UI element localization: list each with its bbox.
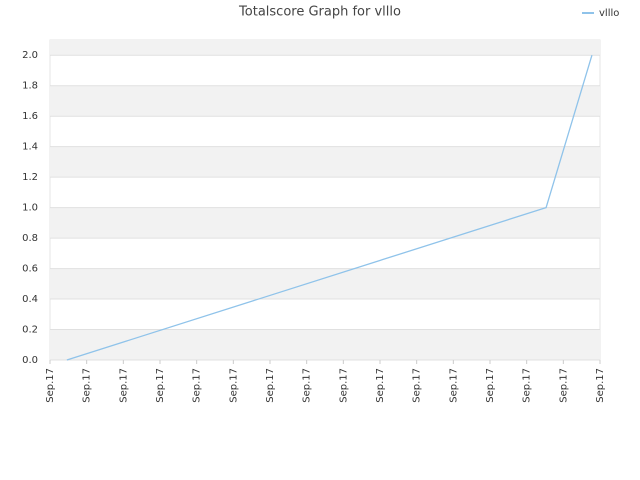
- y-tick-label: 0.6: [22, 264, 38, 275]
- x-tick-label: Sep.17: [118, 368, 129, 403]
- y-tick-label: 1.6: [22, 111, 38, 122]
- x-tick-label: Sep.17: [375, 368, 386, 403]
- y-tick-label: 1.8: [22, 81, 38, 92]
- x-tick-label: Sep.17: [82, 368, 93, 403]
- grid-band: [50, 329, 600, 360]
- x-tick-label: Sep.17: [412, 368, 423, 403]
- x-tick-label: Sep.17: [558, 368, 569, 403]
- y-tick-label: 1.0: [22, 203, 38, 214]
- x-tick-label: Sep.17: [338, 368, 349, 403]
- x-tick-label: Sep.17: [448, 368, 459, 403]
- x-tick-label: Sep.17: [595, 368, 606, 403]
- y-tick-label: 2.0: [22, 50, 38, 61]
- x-tick-label: Sep.17: [485, 368, 496, 403]
- y-tick-label: 1.4: [22, 142, 38, 153]
- grid-band: [50, 146, 600, 178]
- grid-band: [50, 207, 600, 239]
- legend-label: vlllo: [599, 8, 619, 19]
- x-tick-label: Sep.17: [522, 368, 533, 403]
- grid-band: [50, 40, 600, 56]
- y-tick-label: 0.8: [22, 233, 38, 244]
- x-tick-label: Sep.17: [45, 368, 56, 403]
- x-tick-label: Sep.17: [228, 368, 239, 403]
- y-tick-label: 1.2: [22, 172, 38, 183]
- y-tick-label: 0.0: [22, 355, 38, 366]
- x-tick-label: Sep.17: [192, 368, 203, 403]
- chart-title: Totalscore Graph for vlllo: [238, 5, 401, 20]
- y-tick-label: 0.4: [22, 294, 38, 305]
- x-tick-label: Sep.17: [155, 368, 166, 403]
- grid-band: [50, 268, 600, 300]
- x-tick-label: Sep.17: [302, 368, 313, 403]
- y-tick-label: 0.2: [22, 325, 38, 336]
- grid-band: [50, 85, 600, 117]
- data-line: [66, 55, 593, 361]
- x-tick-label: Sep.17: [265, 368, 276, 403]
